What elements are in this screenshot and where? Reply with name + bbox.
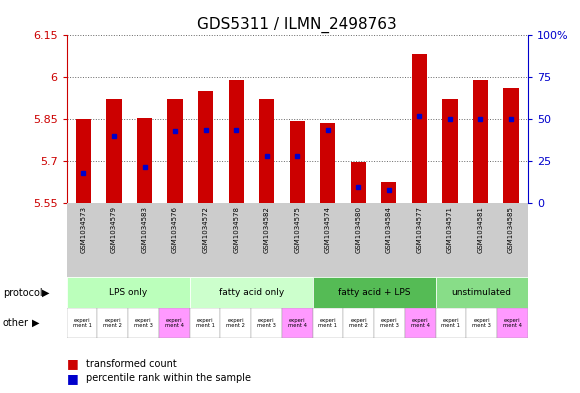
Bar: [443, 99, 458, 204]
Text: ■: ■: [67, 371, 78, 385]
Bar: [76, 119, 91, 204]
Text: experi
ment 1: experi ment 1: [318, 318, 338, 328]
Bar: [436, 277, 528, 308]
Text: unstimulated: unstimulated: [452, 288, 512, 297]
Text: GSM1034575: GSM1034575: [294, 206, 300, 253]
Bar: [405, 308, 436, 338]
Bar: [282, 308, 313, 338]
Bar: [313, 277, 436, 308]
Bar: [473, 80, 488, 204]
Bar: [159, 308, 190, 338]
Bar: [190, 308, 220, 338]
Bar: [289, 121, 305, 204]
Text: GSM1034585: GSM1034585: [508, 206, 514, 253]
Text: experi
ment 3: experi ment 3: [257, 318, 276, 328]
Bar: [198, 91, 213, 204]
Text: experi
ment 4: experi ment 4: [503, 318, 522, 328]
Text: GSM1034577: GSM1034577: [416, 206, 422, 253]
Text: experi
ment 2: experi ment 2: [103, 318, 122, 328]
Bar: [137, 118, 152, 204]
Text: ■: ■: [67, 357, 78, 370]
Text: fatty acid + LPS: fatty acid + LPS: [338, 288, 411, 297]
Text: GSM1034583: GSM1034583: [142, 206, 147, 253]
Text: transformed count: transformed count: [86, 358, 176, 369]
Text: LPS only: LPS only: [109, 288, 147, 297]
Text: GSM1034581: GSM1034581: [477, 206, 484, 253]
Text: GSM1034576: GSM1034576: [172, 206, 178, 253]
Bar: [412, 54, 427, 204]
Bar: [106, 99, 122, 204]
Text: percentile rank within the sample: percentile rank within the sample: [86, 373, 251, 383]
Bar: [343, 308, 374, 338]
Bar: [67, 277, 190, 308]
Bar: [220, 308, 251, 338]
Text: GSM1034584: GSM1034584: [386, 206, 392, 253]
Text: GSM1034573: GSM1034573: [81, 206, 86, 253]
Text: experi
ment 2: experi ment 2: [226, 318, 245, 328]
Text: experi
ment 4: experi ment 4: [165, 318, 184, 328]
Text: experi
ment 2: experi ment 2: [349, 318, 368, 328]
Text: other: other: [3, 318, 29, 328]
Bar: [351, 162, 366, 204]
Text: experi
ment 3: experi ment 3: [472, 318, 491, 328]
Text: fatty acid only: fatty acid only: [219, 288, 284, 297]
Text: experi
ment 3: experi ment 3: [380, 318, 399, 328]
Bar: [251, 308, 282, 338]
Bar: [374, 308, 405, 338]
Bar: [436, 308, 466, 338]
Bar: [497, 308, 528, 338]
Text: GSM1034578: GSM1034578: [233, 206, 239, 253]
Text: GSM1034572: GSM1034572: [202, 206, 209, 253]
Bar: [128, 308, 159, 338]
Text: ▶: ▶: [42, 288, 50, 298]
Text: experi
ment 1: experi ment 1: [441, 318, 461, 328]
Title: GDS5311 / ILMN_2498763: GDS5311 / ILMN_2498763: [197, 17, 397, 33]
Text: GSM1034571: GSM1034571: [447, 206, 453, 253]
Text: protocol: protocol: [3, 288, 42, 298]
Text: experi
ment 4: experi ment 4: [288, 318, 307, 328]
Bar: [313, 308, 343, 338]
Text: experi
ment 1: experi ment 1: [195, 318, 215, 328]
Bar: [190, 277, 313, 308]
Bar: [320, 123, 335, 204]
Bar: [97, 308, 128, 338]
Text: GSM1034582: GSM1034582: [264, 206, 270, 253]
Bar: [67, 308, 97, 338]
Bar: [466, 308, 497, 338]
Text: experi
ment 3: experi ment 3: [134, 318, 153, 328]
Text: experi
ment 1: experi ment 1: [72, 318, 92, 328]
Bar: [229, 80, 244, 204]
Bar: [168, 99, 183, 204]
Text: GSM1034580: GSM1034580: [356, 206, 361, 253]
Bar: [381, 182, 397, 204]
Text: experi
ment 4: experi ment 4: [411, 318, 430, 328]
Text: GSM1034574: GSM1034574: [325, 206, 331, 253]
Bar: [259, 99, 274, 204]
Text: GSM1034579: GSM1034579: [111, 206, 117, 253]
Bar: [503, 88, 519, 204]
Text: ▶: ▶: [32, 318, 39, 328]
